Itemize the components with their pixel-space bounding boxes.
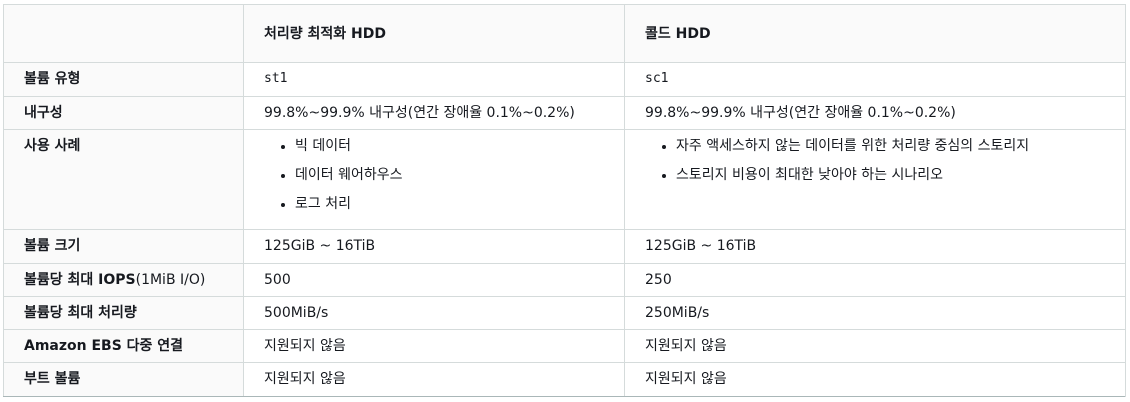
row-label-boot-volume: 부트 볼륨 — [3, 362, 244, 397]
table-row: 볼륨당 최대 IOPS(1MiB I/O) 500 250 — [3, 263, 1126, 297]
cell-sc1-multi-attach: 지원되지 않음 — [624, 329, 1126, 363]
max-iops-label-bold: 볼륨당 최대 IOPS — [24, 272, 136, 288]
cell-sc1-boot-volume: 지원되지 않음 — [624, 362, 1126, 397]
list-item: 스토리지 비용이 최대한 낮아야 하는 시나리오 — [676, 166, 1125, 184]
header-empty-cell — [3, 4, 244, 63]
table-row: 볼륨 유형 st1 sc1 — [3, 62, 1126, 97]
header-sc1-column: 콜드 HDD — [624, 4, 1126, 63]
sc1-use-case-list: 자주 액세스하지 않는 데이터를 위한 처리량 중심의 스토리지 스토리지 비용… — [645, 137, 1125, 184]
row-label-max-iops: 볼륨당 최대 IOPS(1MiB I/O) — [3, 263, 244, 297]
cell-sc1-max-throughput: 250MiB/s — [624, 296, 1126, 330]
st1-use-case-list: 빅 데이터 데이터 웨어하우스 로그 처리 — [264, 137, 624, 213]
cell-st1-durability: 99.8%~99.9% 내구성(연간 장애율 0.1%~0.2%) — [243, 96, 625, 130]
cell-st1-volume-size: 125GiB ~ 16TiB — [243, 229, 625, 264]
cell-st1-boot-volume: 지원되지 않음 — [243, 362, 625, 397]
row-label-volume-type: 볼륨 유형 — [3, 62, 244, 97]
table-row: Amazon EBS 다중 연결 지원되지 않음 지원되지 않음 — [3, 329, 1126, 363]
cell-sc1-volume-size: 125GiB ~ 16TiB — [624, 229, 1126, 264]
table-bottom-divider — [3, 396, 1125, 397]
cell-st1-use-cases: 빅 데이터 데이터 웨어하우스 로그 처리 — [243, 129, 625, 230]
list-item: 데이터 웨어하우스 — [295, 166, 624, 184]
table-row: 볼륨당 최대 처리량 500MiB/s 250MiB/s — [3, 296, 1126, 330]
row-label-volume-size: 볼륨 크기 — [3, 229, 244, 264]
cell-st1-max-throughput: 500MiB/s — [243, 296, 625, 330]
row-label-max-throughput: 볼륨당 최대 처리량 — [3, 296, 244, 330]
cell-sc1-max-iops: 250 — [624, 263, 1126, 297]
cell-sc1-durability: 99.8%~99.9% 내구성(연간 장애율 0.1%~0.2%) — [624, 96, 1126, 130]
cell-sc1-use-cases: 자주 액세스하지 않는 데이터를 위한 처리량 중심의 스토리지 스토리지 비용… — [624, 129, 1126, 230]
list-item: 로그 처리 — [295, 195, 624, 213]
table-row: 부트 볼륨 지원되지 않음 지원되지 않음 — [3, 362, 1126, 397]
table-row: 볼륨 크기 125GiB ~ 16TiB 125GiB ~ 16TiB — [3, 229, 1126, 264]
row-label-multi-attach: Amazon EBS 다중 연결 — [3, 329, 244, 363]
max-iops-label-unit: (1MiB I/O) — [135, 272, 206, 288]
cell-st1-volume-type: st1 — [243, 62, 625, 97]
table-row: 사용 사례 빅 데이터 데이터 웨어하우스 로그 처리 자주 액세스하지 않는 … — [3, 129, 1126, 230]
header-st1-column: 처리량 최적화 HDD — [243, 4, 625, 63]
list-item: 빅 데이터 — [295, 137, 624, 155]
row-label-use-cases: 사용 사례 — [3, 129, 244, 230]
table-header-row: 처리량 최적화 HDD 콜드 HDD — [3, 4, 1126, 63]
table-row: 내구성 99.8%~99.9% 내구성(연간 장애율 0.1%~0.2%) 99… — [3, 96, 1126, 130]
cell-st1-max-iops: 500 — [243, 263, 625, 297]
cell-st1-multi-attach: 지원되지 않음 — [243, 329, 625, 363]
hdd-comparison-table: 처리량 최적화 HDD 콜드 HDD 볼륨 유형 st1 sc1 내구성 99.… — [3, 4, 1126, 397]
cell-sc1-volume-type: sc1 — [624, 62, 1126, 97]
list-item: 자주 액세스하지 않는 데이터를 위한 처리량 중심의 스토리지 — [676, 137, 1125, 155]
row-label-durability: 내구성 — [3, 96, 244, 130]
